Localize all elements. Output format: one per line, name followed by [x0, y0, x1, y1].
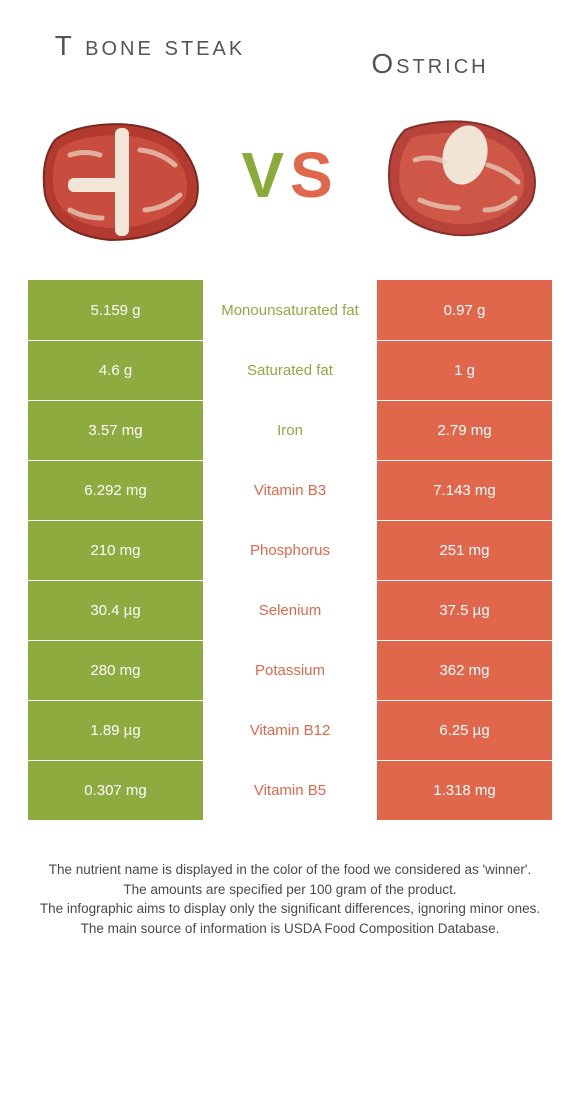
nutrient-label: Vitamin B3 — [203, 461, 377, 520]
left-value: 1.89 µg — [28, 701, 203, 760]
right-value: 6.25 µg — [377, 701, 552, 760]
nutrient-table: 5.159 gMonounsaturated fat0.97 g4.6 gSat… — [0, 280, 580, 820]
right-value: 2.79 mg — [377, 401, 552, 460]
header: T bone steak Ostrich — [0, 0, 580, 90]
nutrient-label: Potassium — [203, 641, 377, 700]
vs-v: V — [241, 139, 290, 211]
table-row: 5.159 gMonounsaturated fat0.97 g — [28, 280, 552, 340]
right-value: 37.5 µg — [377, 581, 552, 640]
tbone-steak-image — [30, 100, 210, 250]
left-value: 30.4 µg — [28, 581, 203, 640]
left-value: 4.6 g — [28, 341, 203, 400]
footer-line: The nutrient name is displayed in the co… — [20, 860, 560, 880]
left-food-title: T bone steak — [50, 30, 250, 80]
table-row: 30.4 µgSelenium37.5 µg — [28, 580, 552, 640]
left-value: 5.159 g — [28, 280, 203, 340]
footer-line: The main source of information is USDA F… — [20, 919, 560, 939]
footer-notes: The nutrient name is displayed in the co… — [0, 820, 580, 938]
table-row: 6.292 mgVitamin B37.143 mg — [28, 460, 552, 520]
ostrich-meat-image — [370, 100, 550, 250]
vs-label: VS — [241, 138, 338, 212]
nutrient-label: Phosphorus — [203, 521, 377, 580]
table-row: 280 mgPotassium362 mg — [28, 640, 552, 700]
right-value: 7.143 mg — [377, 461, 552, 520]
nutrient-label: Monounsaturated fat — [203, 280, 377, 340]
vs-s: S — [290, 139, 339, 211]
right-value: 1.318 mg — [377, 761, 552, 820]
right-value: 1 g — [377, 341, 552, 400]
right-food-title: Ostrich — [330, 30, 530, 80]
left-value: 280 mg — [28, 641, 203, 700]
nutrient-label: Selenium — [203, 581, 377, 640]
table-row: 1.89 µgVitamin B126.25 µg — [28, 700, 552, 760]
right-value: 251 mg — [377, 521, 552, 580]
nutrient-label: Saturated fat — [203, 341, 377, 400]
images-row: VS — [0, 90, 580, 280]
left-value: 0.307 mg — [28, 761, 203, 820]
left-value: 3.57 mg — [28, 401, 203, 460]
left-value: 210 mg — [28, 521, 203, 580]
right-value: 0.97 g — [377, 280, 552, 340]
right-value: 362 mg — [377, 641, 552, 700]
footer-line: The amounts are specified per 100 gram o… — [20, 880, 560, 900]
nutrient-label: Iron — [203, 401, 377, 460]
table-row: 3.57 mgIron2.79 mg — [28, 400, 552, 460]
footer-line: The infographic aims to display only the… — [20, 899, 560, 919]
nutrient-label: Vitamin B5 — [203, 761, 377, 820]
left-value: 6.292 mg — [28, 461, 203, 520]
nutrient-label: Vitamin B12 — [203, 701, 377, 760]
table-row: 0.307 mgVitamin B51.318 mg — [28, 760, 552, 820]
table-row: 210 mgPhosphorus251 mg — [28, 520, 552, 580]
table-row: 4.6 gSaturated fat1 g — [28, 340, 552, 400]
